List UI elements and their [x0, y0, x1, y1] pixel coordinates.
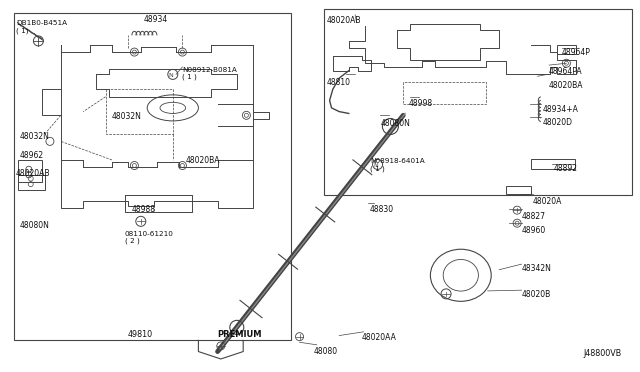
Text: 48810: 48810 [326, 78, 351, 87]
Text: 48020BA: 48020BA [549, 81, 584, 90]
Text: 48827: 48827 [522, 212, 545, 221]
Text: 08110-61210
( 2 ): 08110-61210 ( 2 ) [125, 231, 173, 244]
Text: 48020A: 48020A [532, 197, 562, 206]
Text: 48998: 48998 [408, 99, 433, 108]
Text: 48020AA: 48020AA [362, 333, 396, 342]
Text: 48934: 48934 [144, 15, 168, 24]
Text: 48020BA: 48020BA [186, 156, 220, 165]
Bar [531, 159, 575, 169]
Text: 48032N: 48032N [19, 132, 49, 141]
Text: 49810: 49810 [128, 330, 153, 339]
Bar [557, 45, 576, 54]
Text: DB1B0-B451A
( 1): DB1B0-B451A ( 1) [16, 20, 67, 34]
Text: 48964P: 48964P [562, 48, 591, 57]
Text: 48830: 48830 [370, 205, 394, 214]
Text: 48080N: 48080N [381, 119, 411, 128]
Text: N08912-B081A
( 1 ): N08912-B081A ( 1 ) [182, 67, 237, 80]
Bar [324, 9, 632, 195]
Text: N: N [373, 163, 378, 168]
Text: N08918-6401A
( 1 ): N08918-6401A ( 1 ) [370, 158, 425, 171]
Text: 48020AB: 48020AB [16, 169, 51, 178]
Text: N: N [168, 73, 173, 78]
Bar [14, 13, 291, 340]
Text: 48988: 48988 [131, 205, 155, 214]
Text: J48800VB: J48800VB [584, 349, 622, 358]
Text: PREMIUM: PREMIUM [218, 330, 262, 339]
Text: 48962: 48962 [19, 151, 44, 160]
Text: 48080: 48080 [314, 347, 338, 356]
Text: 48020AB: 48020AB [326, 16, 361, 25]
Text: 48020B: 48020B [522, 290, 551, 299]
Text: 48080N: 48080N [19, 221, 49, 230]
Bar [506, 186, 531, 194]
Text: 48892: 48892 [554, 164, 578, 173]
Text: 48964PA: 48964PA [549, 67, 583, 76]
Text: 48960: 48960 [522, 226, 546, 235]
Text: 48020D: 48020D [543, 118, 573, 127]
Text: 48032N: 48032N [112, 112, 142, 121]
Text: 48934+A: 48934+A [543, 105, 579, 114]
Text: 48342N: 48342N [522, 264, 552, 273]
